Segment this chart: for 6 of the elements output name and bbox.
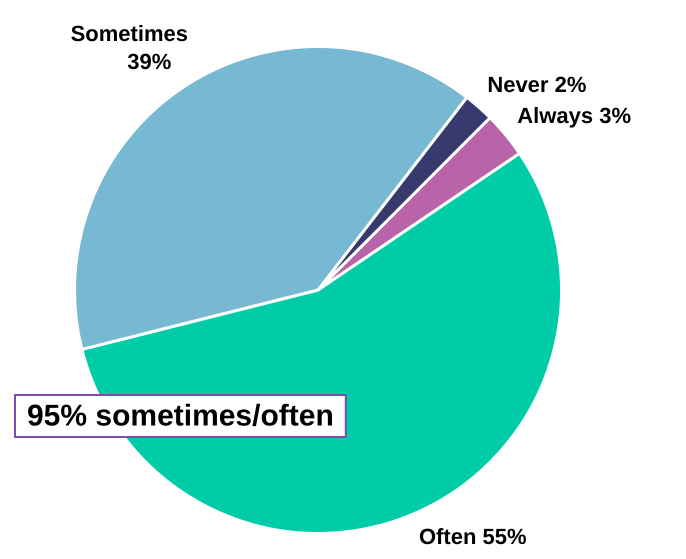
slice-label: Always 3% [517, 103, 632, 128]
data-label: 39% [127, 48, 172, 74]
slice-label: Often 55% [418, 524, 527, 549]
text: 95% sometimes/often [27, 399, 334, 432]
slice-label: Never 2% [487, 72, 586, 98]
slice-label: Sometimes [70, 20, 188, 46]
